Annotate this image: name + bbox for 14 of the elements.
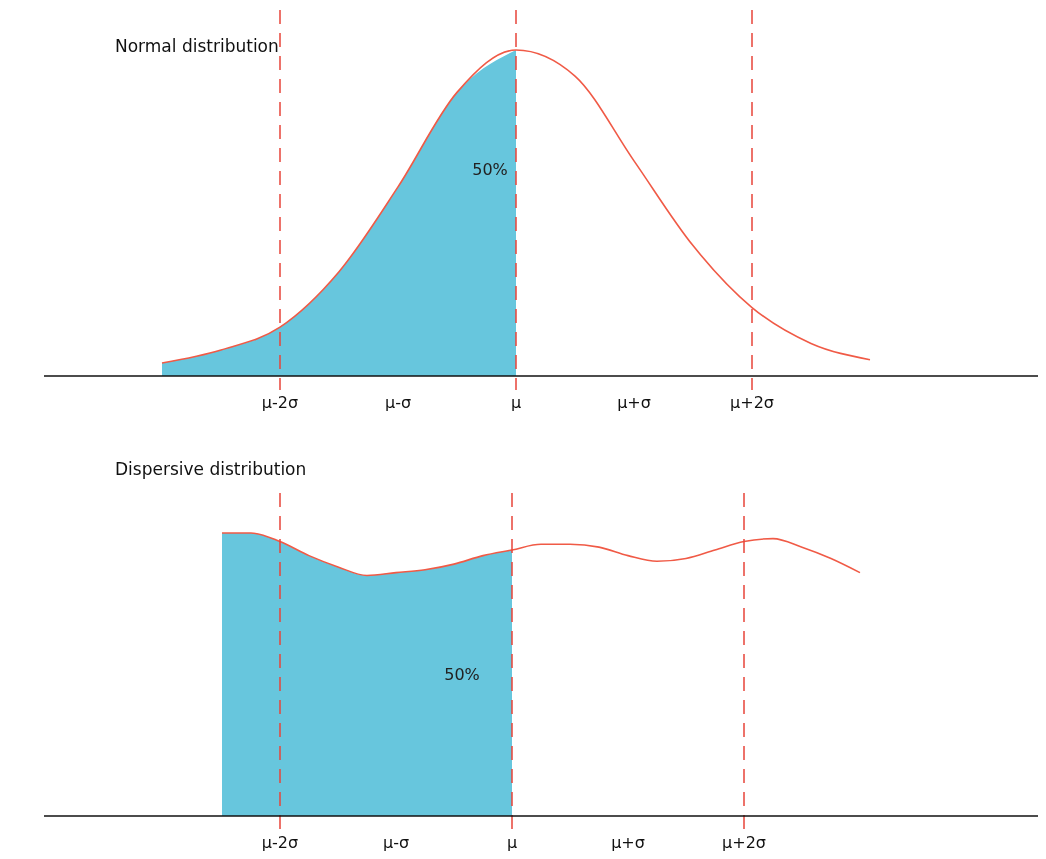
chart-title: Normal distribution [115, 36, 279, 56]
x-tick-label: μ-2σ [261, 393, 299, 412]
x-tick-label: μ-2σ [261, 833, 299, 852]
x-tick-label: μ [506, 833, 518, 852]
x-tick-label: μ-σ [384, 393, 412, 412]
x-tick-label: μ-σ [382, 833, 410, 852]
x-tick-label: μ+σ [617, 393, 651, 412]
chart-title: Dispersive distribution [115, 459, 307, 479]
x-tick-label: μ+2σ [722, 833, 766, 852]
annotation: 50% [472, 159, 508, 179]
annotation: 50% [444, 664, 480, 684]
x-tick-label: μ+σ [611, 833, 645, 852]
x-tick-label: μ+2σ [730, 393, 774, 412]
x-tick-label: μ [510, 393, 522, 412]
